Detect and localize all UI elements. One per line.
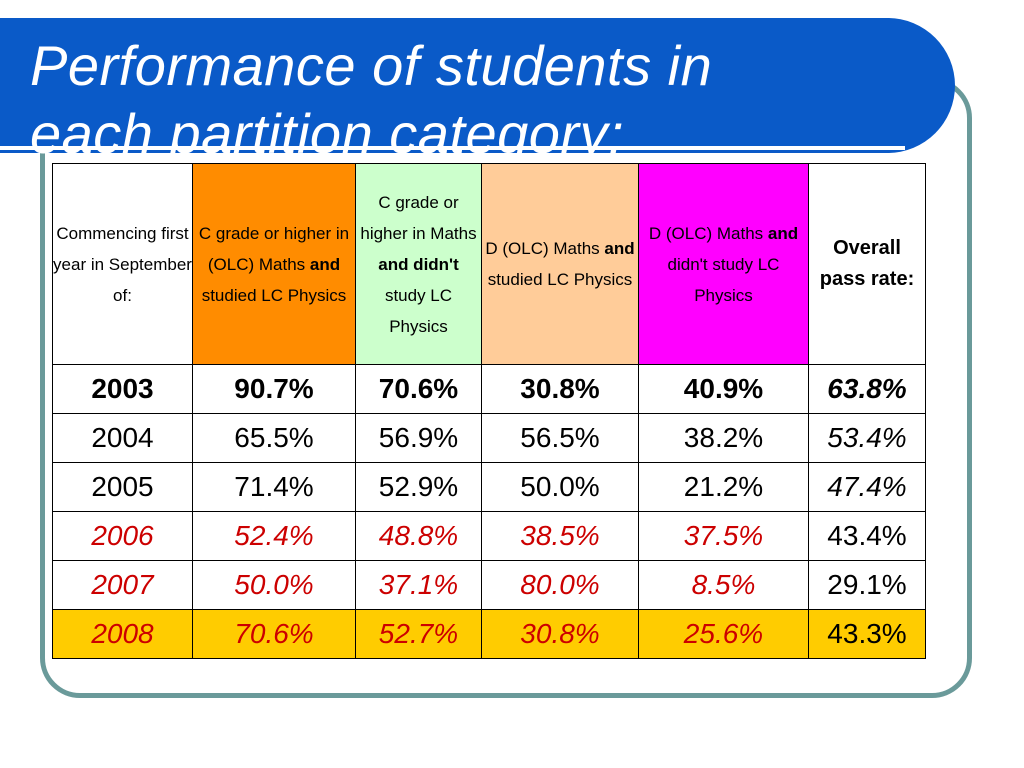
header-d-grade-no-physics: D (OLC) Maths and didn't study LC Physic…: [638, 163, 809, 365]
overall-cell: 53.4%: [808, 413, 926, 463]
header-overall-pass-rate: Overall pass rate:: [808, 163, 926, 365]
header-d-grade-studied-physics: D (OLC) Maths and studied LC Physics: [481, 163, 639, 365]
value-cell: 56.9%: [355, 413, 482, 463]
table-row: 2007 50.0% 37.1% 80.0% 8.5% 29.1%: [52, 560, 926, 610]
year-cell: 2004: [52, 413, 193, 463]
header-c-grade-no-physics: C grade or higher in Maths and didn't st…: [355, 163, 482, 365]
header-commencing: Commencing first year in September of:: [52, 163, 193, 365]
table-row: 2005 71.4% 52.9% 50.0% 21.2% 47.4%: [52, 462, 926, 512]
value-cell: 37.1%: [355, 560, 482, 610]
year-cell: 2008: [52, 609, 193, 659]
overall-cell: 47.4%: [808, 462, 926, 512]
table-row: 2008 70.6% 52.7% 30.8% 25.6% 43.3%: [52, 609, 926, 659]
table-row: 2003 90.7% 70.6% 30.8% 40.9% 63.8%: [52, 364, 926, 414]
value-cell: 52.4%: [192, 511, 356, 561]
table-row: 2006 52.4% 48.8% 38.5% 37.5% 43.4%: [52, 511, 926, 561]
value-cell: 65.5%: [192, 413, 356, 463]
year-cell: 2006: [52, 511, 193, 561]
value-cell: 70.6%: [355, 364, 482, 414]
title-underline: [0, 146, 905, 150]
value-cell: 52.9%: [355, 462, 482, 512]
value-cell: 50.0%: [192, 560, 356, 610]
value-cell: 30.8%: [481, 609, 639, 659]
performance-table: Commencing first year in September of: C…: [52, 163, 926, 659]
value-cell: 25.6%: [638, 609, 809, 659]
value-cell: 21.2%: [638, 462, 809, 512]
header-row: Commencing first year in September of: C…: [52, 163, 926, 365]
value-cell: 80.0%: [481, 560, 639, 610]
value-cell: 70.6%: [192, 609, 356, 659]
overall-cell: 63.8%: [808, 364, 926, 414]
value-cell: 71.4%: [192, 462, 356, 512]
value-cell: 8.5%: [638, 560, 809, 610]
year-cell: 2007: [52, 560, 193, 610]
title-line-2: each partition category:: [30, 102, 625, 165]
value-cell: 30.8%: [481, 364, 639, 414]
value-cell: 48.8%: [355, 511, 482, 561]
overall-cell: 29.1%: [808, 560, 926, 610]
value-cell: 37.5%: [638, 511, 809, 561]
title-line-1: Performance of students in: [30, 34, 713, 97]
slide-title: Performance of students in each partitio…: [30, 32, 712, 168]
value-cell: 38.2%: [638, 413, 809, 463]
value-cell: 52.7%: [355, 609, 482, 659]
table-row: 2004 65.5% 56.9% 56.5% 38.2% 53.4%: [52, 413, 926, 463]
value-cell: 40.9%: [638, 364, 809, 414]
header-c-grade-studied-physics: C grade or higher in (OLC) Maths and stu…: [192, 163, 356, 365]
value-cell: 50.0%: [481, 462, 639, 512]
value-cell: 90.7%: [192, 364, 356, 414]
year-cell: 2003: [52, 364, 193, 414]
value-cell: 38.5%: [481, 511, 639, 561]
value-cell: 56.5%: [481, 413, 639, 463]
title-band: Performance of students in each partitio…: [0, 18, 955, 165]
overall-cell: 43.3%: [808, 609, 926, 659]
overall-cell: 43.4%: [808, 511, 926, 561]
year-cell: 2005: [52, 462, 193, 512]
